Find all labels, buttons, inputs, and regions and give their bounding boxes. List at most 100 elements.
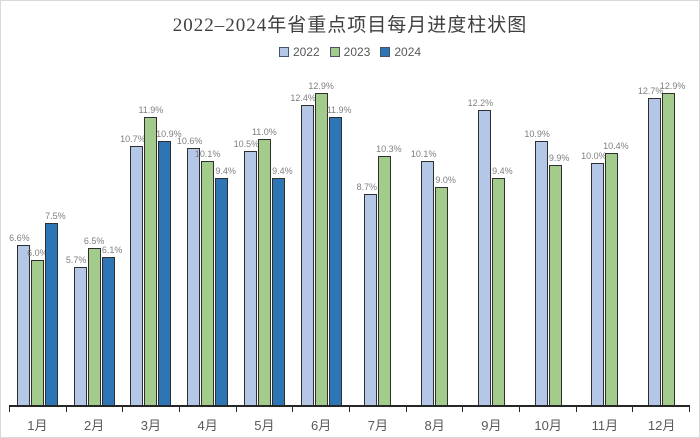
plot-area: 6.6% 6.0% 7.5% 5.7% 6.5% 6.1% 10.7% 11.9% 10.9% 1… xyxy=(9,67,691,433)
bar-2022 xyxy=(73,267,87,405)
legend-label: 2023 xyxy=(343,45,371,59)
axis-tick xyxy=(577,407,634,412)
bar-column: 10.9% xyxy=(524,67,550,405)
bar-column: 10.9% xyxy=(156,67,182,405)
bar-column: 5.7% xyxy=(66,67,87,405)
legend-label: 2022 xyxy=(292,45,320,59)
bar-group: 5.7% 6.5% 6.1% xyxy=(66,67,123,405)
bar-column: 8.7% xyxy=(357,67,378,405)
legend-swatch-icon xyxy=(329,47,340,57)
bar-column: 10.7% xyxy=(120,67,146,405)
bar-value-label: 10.6% xyxy=(176,136,203,146)
bar-2024 xyxy=(215,178,229,405)
axis-tick xyxy=(9,407,67,412)
bar-column: 10.1% xyxy=(411,67,436,405)
x-axis-label: 11月 xyxy=(591,418,619,433)
bar-group: 10.7% 11.9% 10.9% xyxy=(120,67,182,405)
chart-legend: 2022 2023 2024 xyxy=(1,45,699,59)
x-axis-label: 8月 xyxy=(424,418,445,433)
bar-2023 xyxy=(605,153,619,405)
bar-group: 10.5% 11.0% 9.4% xyxy=(234,67,293,405)
bar-2022 xyxy=(648,98,662,405)
bar-2023 xyxy=(87,248,101,405)
bar-2022 xyxy=(477,110,491,405)
bar-column: 12.4% xyxy=(290,67,316,405)
bar-2023 xyxy=(548,165,562,405)
bar-2023 xyxy=(378,156,392,405)
legend-item-2024: 2024 xyxy=(380,45,421,59)
axis-tick xyxy=(463,407,521,412)
bar-value-label: 10.9% xyxy=(524,129,550,139)
bar-column: 11.9% xyxy=(138,67,163,405)
bar-group: 10.6% 10.1% 9.4% xyxy=(176,67,236,405)
legend-swatch-icon xyxy=(278,47,289,57)
bar-value-label: 6.5% xyxy=(83,236,105,246)
axis-tick xyxy=(123,407,181,412)
bar-group: 10.0% 10.4% xyxy=(577,67,634,405)
bar-2022 xyxy=(534,141,548,405)
axis-tick xyxy=(293,407,351,412)
bar-value-label: 12.4% xyxy=(290,93,316,103)
bar-2024 xyxy=(271,178,285,405)
bar-value-label: 12.2% xyxy=(467,98,494,108)
bar-2024 xyxy=(158,141,172,405)
legend-item-2023: 2023 xyxy=(329,45,371,59)
bar-column: 10.0% xyxy=(581,67,607,405)
bar-group: 12.2% 9.4% xyxy=(463,67,520,405)
bar-2023 xyxy=(314,93,328,405)
bar-2023 xyxy=(30,260,44,405)
bar-2023 xyxy=(662,93,676,405)
bar-column: 12.9% xyxy=(308,67,334,405)
bar-value-label: 11.0% xyxy=(251,127,277,137)
bar-value-label: 6.0% xyxy=(27,248,48,258)
bar-2022 xyxy=(130,146,144,405)
bar-column: 6.5% xyxy=(84,67,104,405)
bar-value-label: 10.3% xyxy=(376,144,402,154)
bar-column: 11.9% xyxy=(327,67,352,405)
bar-column: 10.5% xyxy=(234,67,259,405)
bar-value-label: 5.7% xyxy=(65,255,87,265)
bar-2022 xyxy=(421,161,435,405)
bar-2023 xyxy=(257,139,271,405)
bar-2022 xyxy=(300,105,314,405)
bar-column: 12.2% xyxy=(468,67,493,405)
bar-value-label: 12.9% xyxy=(308,81,334,91)
axis-tick xyxy=(350,407,407,412)
x-axis-label: 1月 xyxy=(27,418,48,433)
axis-tick xyxy=(407,407,464,412)
x-axis-label: 10月 xyxy=(534,418,562,433)
bar-value-label: 9.4% xyxy=(492,166,513,176)
bar-column: 12.9% xyxy=(660,67,685,405)
x-axis-label: 5月 xyxy=(254,418,275,433)
bar-group: 10.9% 9.9% xyxy=(520,67,577,405)
bar-value-label: 10.7% xyxy=(120,134,146,144)
bar-2022 xyxy=(243,151,257,405)
bar-value-label: 10.5% xyxy=(233,139,260,149)
bar-column: 6.0% xyxy=(27,67,48,405)
axis-tick xyxy=(633,407,691,412)
bar-column: 10.1% xyxy=(195,67,220,405)
bar-column: 11.0% xyxy=(252,67,277,405)
bar-value-label: 10.1% xyxy=(410,149,437,159)
bar-2022 xyxy=(187,148,201,405)
bar-group: 10.1% 9.0% xyxy=(406,67,463,405)
bar-group: 12.4% 12.9% 11.9% xyxy=(290,67,352,405)
legend-item-2022: 2022 xyxy=(278,45,320,59)
axis-tick xyxy=(180,407,237,412)
x-axis-label: 6月 xyxy=(311,418,332,433)
bar-value-label: 10.4% xyxy=(603,141,629,151)
bar-value-label: 6.1% xyxy=(101,245,123,255)
axis-tick xyxy=(237,407,294,412)
bar-2024 xyxy=(328,117,342,405)
bar-value-label: 9.0% xyxy=(435,175,456,185)
bar-2022 xyxy=(364,194,378,405)
bar-column: 9.0% xyxy=(435,67,456,405)
bar-column: 12.7% xyxy=(638,67,663,405)
bar-value-label: 11.9% xyxy=(138,105,164,115)
bar-group: 8.7% 10.3% xyxy=(350,67,407,405)
bar-2023 xyxy=(144,117,158,405)
bar-groups: 6.6% 6.0% 7.5% 5.7% 6.5% 6.1% 10.7% 11.9% 10.9% 1… xyxy=(9,67,690,407)
bar-2024 xyxy=(44,223,58,405)
bar-value-label: 9.4% xyxy=(272,166,293,176)
bar-column: 9.9% xyxy=(548,67,569,405)
